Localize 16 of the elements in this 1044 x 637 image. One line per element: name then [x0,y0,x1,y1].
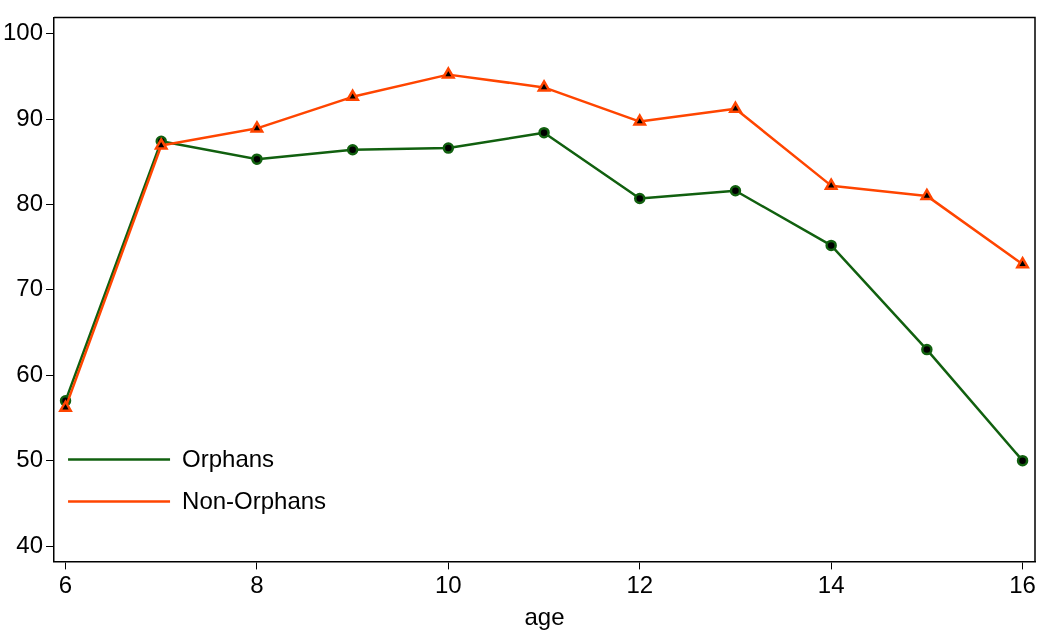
y-tick-label: 60 [16,359,44,387]
x-tick-label: 16 [1009,571,1036,599]
y-tick-label: 100 [3,18,44,46]
legend-label: Orphans [182,445,275,473]
y-tick-label: 80 [16,189,44,217]
y-tick-label: 70 [16,274,44,302]
x-tick-label: 10 [434,571,462,599]
x-tick-label: 14 [817,571,845,599]
x-axis-title: age [524,603,565,631]
x-tick-label: 8 [250,571,264,599]
x-tick-label: 12 [626,571,654,599]
y-tick-label: 90 [16,103,44,131]
x-tick-label: 6 [58,571,73,599]
y-tick-label: 50 [16,445,44,473]
legend-label: Non-Orphans [182,487,327,515]
y-tick-label: 40 [16,530,44,558]
